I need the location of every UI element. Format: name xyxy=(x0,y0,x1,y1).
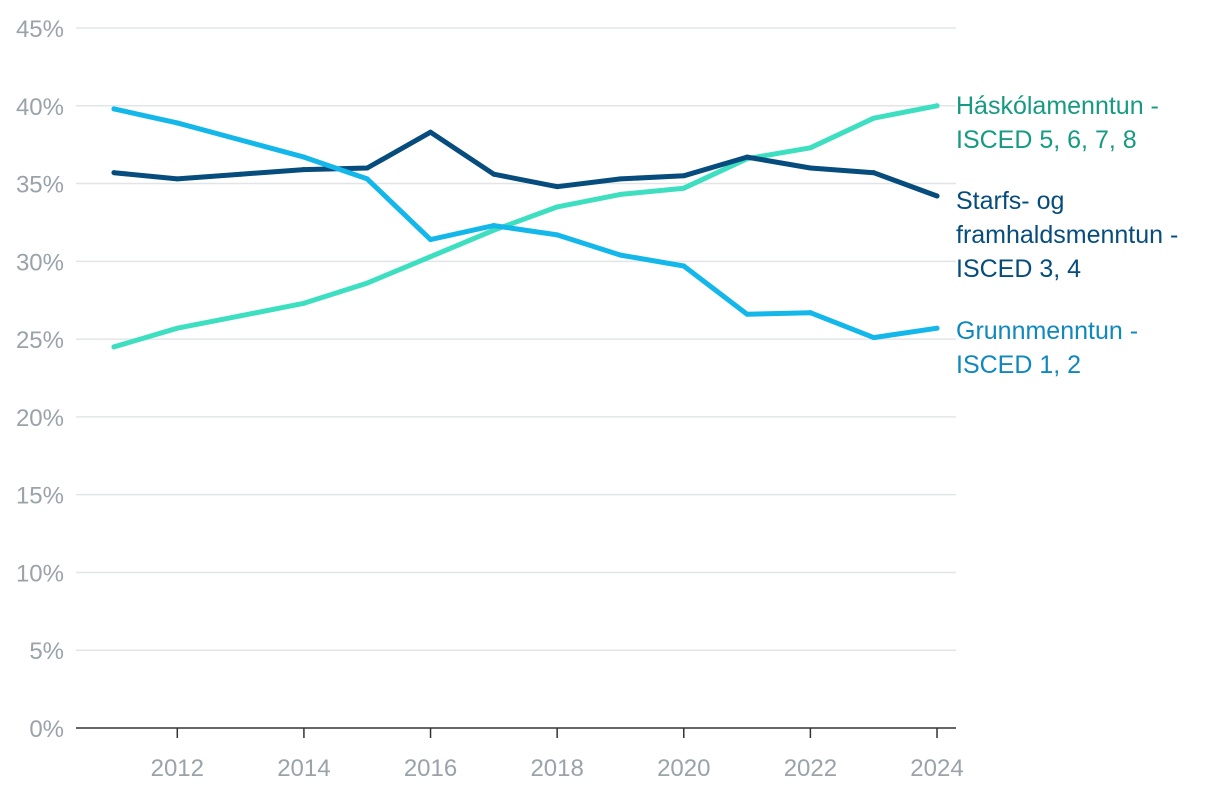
data-point xyxy=(617,176,623,182)
data-point xyxy=(111,344,117,350)
data-point xyxy=(871,170,877,176)
data-point xyxy=(807,165,813,171)
data-point xyxy=(111,106,117,112)
y-tick-label: 35% xyxy=(16,172,64,199)
data-point xyxy=(934,103,940,109)
data-point xyxy=(428,129,434,135)
y-tick-label: 20% xyxy=(16,405,64,432)
y-tick-label: 30% xyxy=(16,249,64,276)
data-point xyxy=(301,154,307,160)
data-point xyxy=(934,325,940,331)
x-tick-label: 2018 xyxy=(530,755,583,782)
series-label-1: Starfs- og xyxy=(956,187,1064,215)
y-tick-label: 0% xyxy=(29,716,64,743)
data-point xyxy=(428,237,434,243)
y-tick-label: 25% xyxy=(16,327,64,354)
data-point xyxy=(238,313,244,319)
data-point xyxy=(807,310,813,316)
series-label-0: ISCED 5, 6, 7, 8 xyxy=(956,126,1137,154)
data-point xyxy=(744,311,750,317)
series-line-0 xyxy=(111,103,940,350)
data-point xyxy=(554,184,560,190)
y-tick-label: 10% xyxy=(16,560,64,587)
series-label-1: ISCED 3, 4 xyxy=(956,255,1081,283)
data-point xyxy=(238,171,244,177)
data-point xyxy=(681,185,687,191)
x-tick-label: 2014 xyxy=(277,755,330,782)
series-line-1 xyxy=(111,129,940,199)
series-label-2: ISCED 1, 2 xyxy=(956,351,1081,379)
data-point xyxy=(174,325,180,331)
data-point xyxy=(744,154,750,160)
data-point xyxy=(491,223,497,229)
y-tick-label: 15% xyxy=(16,483,64,510)
data-point xyxy=(554,232,560,238)
x-tick-label: 2020 xyxy=(657,755,710,782)
data-point xyxy=(238,137,244,143)
data-point xyxy=(934,193,940,199)
y-axis: 0% 5% 10% 15% 20% 25% 30% 35% 40% 45% xyxy=(16,16,64,743)
series-labels: Háskólamenntun - ISCED 5, 6, 7, 8 Starfs- … xyxy=(956,92,1178,379)
data-point xyxy=(681,263,687,269)
x-tick-label: 2022 xyxy=(784,755,837,782)
data-point xyxy=(174,176,180,182)
data-point xyxy=(111,170,117,176)
data-point xyxy=(617,191,623,197)
data-point xyxy=(617,252,623,258)
data-point xyxy=(681,173,687,179)
series-label-0: Háskólamenntun - xyxy=(956,92,1159,120)
data-point xyxy=(807,145,813,151)
data-point xyxy=(174,120,180,126)
data-point xyxy=(554,204,560,210)
y-tick-label: 40% xyxy=(16,94,64,121)
data-point xyxy=(871,115,877,121)
x-axis: 2012 2014 2016 2018 2020 2022 2024 xyxy=(76,727,964,782)
series-lines xyxy=(111,103,940,350)
series-label-1: framhaldsmenntun - xyxy=(956,221,1178,249)
y-tick-label: 5% xyxy=(29,638,64,665)
gridlines xyxy=(76,27,956,651)
x-tick-label: 2016 xyxy=(404,755,457,782)
y-tick-label: 45% xyxy=(16,16,64,43)
data-point xyxy=(428,254,434,260)
data-point xyxy=(301,300,307,306)
data-point xyxy=(364,176,370,182)
data-point xyxy=(491,171,497,177)
data-point xyxy=(301,167,307,173)
x-tick-label: 2024 xyxy=(910,755,963,782)
data-point xyxy=(871,335,877,341)
data-point xyxy=(364,165,370,171)
x-tick-label: 2012 xyxy=(151,755,204,782)
series-label-2: Grunnmenntun - xyxy=(956,317,1138,345)
data-point xyxy=(364,280,370,286)
data-point xyxy=(491,227,497,233)
series-line-2 xyxy=(111,106,940,341)
